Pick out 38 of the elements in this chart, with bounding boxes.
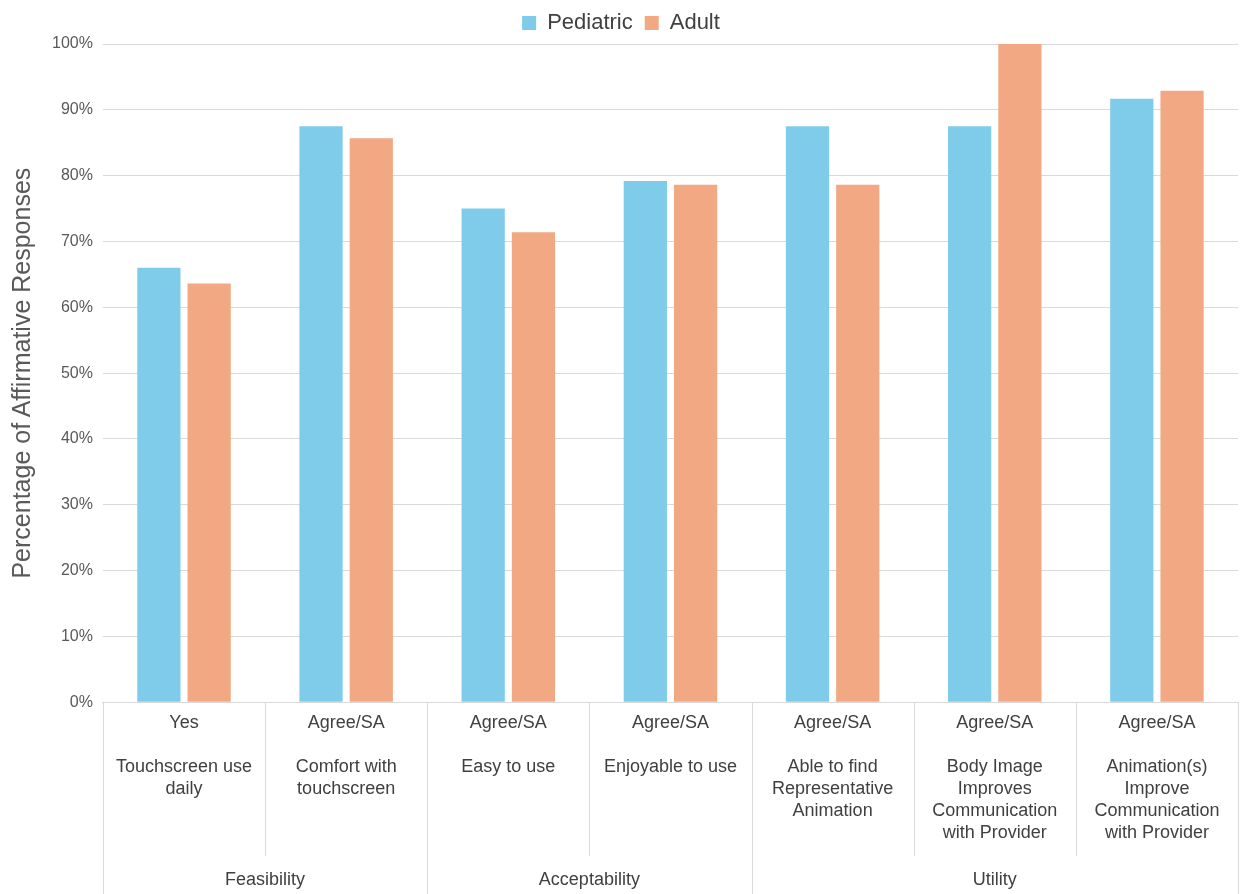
category-label: Agree/SA Able to find Representative Animation [772,712,894,821]
y-tick-label: 50% [60,363,93,381]
y-tick-label: 80% [60,166,93,184]
y-tick-label: 10% [60,626,93,644]
legend-label: Adult [669,9,720,35]
bar [349,138,393,702]
bar [836,184,880,702]
category-label: Yes Touchscreen use daily [115,712,253,799]
y-tick-label: 0% [69,692,93,710]
bar [1160,90,1204,702]
bar [299,126,343,702]
category-label: Agree/SA Comfort with touchscreen [295,712,397,799]
y-tick-label: 40% [60,429,93,447]
bar [948,126,992,702]
y-axis-title: Percentage of Affirmative Responses [6,167,35,579]
bar [998,44,1042,702]
y-tick-label: 30% [60,495,93,513]
category-label: Agree/SA Body Image Improves Communication with Provider [932,712,1058,842]
category-label: Agree/SA Enjoyable to use [603,712,738,777]
y-tick-label: 20% [60,561,93,578]
text: Utility [972,868,1017,889]
bar [1110,98,1154,702]
text: Acceptability [538,868,640,889]
bar [623,180,667,702]
bar [187,283,231,702]
category-label: Agree/SA Easy to use [461,712,556,777]
y-tick-label: 100% [52,34,93,52]
bar [137,267,181,702]
y-tick-label: 70% [60,231,93,249]
bar [785,126,830,702]
legend-label: Pediatric [547,9,633,35]
y-tick-label: 90% [60,100,93,118]
bar [511,232,556,702]
text: Feasibility [225,868,306,889]
bar [673,184,718,702]
bar [461,208,505,702]
category-label: Agree/SA Animation(s) Improve Communication with Provider [1094,712,1220,842]
y-tick-label: 60% [60,297,93,315]
